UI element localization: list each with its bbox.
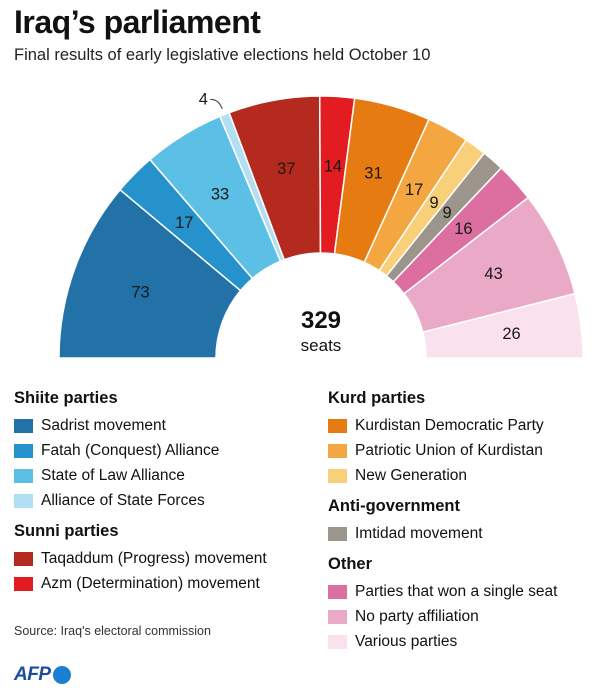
legend-group-shiite-parties: Shiite parties Sadrist movement Fatah (Con… — [14, 388, 304, 513]
leader-line-alliance-of-state-forces — [210, 99, 223, 110]
legend-item-azm-determination-movement: Azm (Determination) movement — [14, 571, 304, 596]
legend-right-column: Kurd parties Kurdistan Democratic Party Pa… — [328, 388, 600, 662]
legend-item-various-parties: Various parties — [328, 629, 600, 654]
legend-left-column: Shiite parties Sadrist movement Fatah (Con… — [14, 388, 304, 604]
source-note: Source: Iraq's electoral commission — [14, 624, 211, 638]
logo-text: AFP — [14, 664, 51, 685]
legend-label: Taqaddum (Progress) movement — [41, 549, 267, 567]
chart-title: Iraq’s parliament — [14, 4, 261, 40]
legend-item-parties-that-won-a-single-seat: Parties that won a single seat — [328, 579, 600, 604]
legend-label: Azm (Determination) movement — [41, 574, 260, 592]
legend-label: Parties that won a single seat — [355, 582, 558, 600]
legend-swatch — [328, 443, 347, 458]
value-label-patriotic-union-of-kurdistan: 17 — [405, 181, 423, 199]
legend-group-title: Anti-government — [328, 497, 460, 515]
legend-group-anti-government: Anti-government Imtidad movement — [328, 496, 600, 546]
legend-item-patriotic-union-of-kurdistan: Patriotic Union of Kurdistan — [328, 438, 600, 463]
legend-group-title: Other — [328, 555, 373, 573]
legend-group-sunni-parties: Sunni parties Taqaddum (Progress) movemen… — [14, 521, 304, 596]
legend-group-title: Sunni parties — [14, 522, 119, 540]
value-label-azm-determination-movement: 14 — [324, 157, 342, 175]
legend-swatch — [328, 468, 347, 483]
legend-label: State of Law Alliance — [41, 466, 185, 484]
value-label-state-of-law-alliance: 33 — [211, 186, 229, 204]
legend-label: Fatah (Conquest) Alliance — [41, 441, 220, 459]
legend-item-alliance-of-state-forces: Alliance of State Forces — [14, 488, 304, 513]
legend-swatch — [328, 634, 347, 649]
legend-swatch — [14, 576, 33, 591]
value-label-various-parties: 26 — [502, 325, 520, 343]
value-label-sadrist-movement: 73 — [131, 283, 149, 301]
value-label-imtidad-movement: 9 — [442, 204, 451, 222]
value-label-parties-that-won-a-single-seat: 16 — [454, 220, 472, 238]
afp-logo: AFP — [14, 664, 71, 686]
legend-group-title: Kurd parties — [328, 389, 426, 407]
legend-label: Kurdistan Democratic Party — [355, 416, 544, 434]
legend-label: Sadrist movement — [41, 416, 166, 434]
chart-subtitle: Final results of early legislative elect… — [14, 46, 431, 64]
legend-label: Various parties — [355, 632, 458, 650]
legend-swatch — [14, 551, 33, 566]
logo-dot-icon — [52, 666, 71, 684]
legend-item-fatah-conquest-alliance: Fatah (Conquest) Alliance — [14, 438, 304, 463]
segment-sadrist-movement — [58, 188, 242, 359]
legend-label: Imtidad movement — [355, 524, 483, 542]
legend-item-imtidad-movement: Imtidad movement — [328, 521, 600, 546]
legend-item-sadrist-movement: Sadrist movement — [14, 413, 304, 438]
legend-label: No party affiliation — [355, 607, 479, 625]
legend-group-other: Other Parties that won a single seat No pa… — [328, 554, 600, 654]
legend-label: New Generation — [355, 466, 468, 484]
legend-group-kurd-parties: Kurd parties Kurdistan Democratic Party Pa… — [328, 388, 600, 488]
legend-swatch — [14, 493, 33, 508]
value-label-kurdistan-democratic-party: 31 — [364, 164, 382, 182]
segment-various-parties — [421, 292, 584, 359]
legend-item-new-generation: New Generation — [328, 463, 600, 488]
legend-swatch — [328, 526, 347, 541]
legend-swatch — [328, 418, 347, 433]
total-seats-number: 329 — [301, 307, 341, 334]
legend-label: Patriotic Union of Kurdistan — [355, 441, 543, 459]
value-label-alliance-of-state-forces: 4 — [199, 91, 208, 109]
legend-label: Alliance of State Forces — [41, 491, 205, 509]
value-label-new-generation: 9 — [430, 194, 439, 212]
legend-item-kurdistan-democratic-party: Kurdistan Democratic Party — [328, 413, 600, 438]
value-label-fatah-conquest-alliance: 17 — [175, 214, 193, 232]
legend-item-no-party-affiliation: No party affiliation — [328, 604, 600, 629]
value-label-no-party-affiliation: 43 — [484, 265, 502, 283]
total-seats-unit: seats — [301, 336, 342, 355]
legend-swatch — [328, 584, 347, 599]
legend-item-state-of-law-alliance: State of Law Alliance — [14, 463, 304, 488]
legend-item-taqaddum-progress-movement: Taqaddum (Progress) movement — [14, 546, 304, 571]
legend-group-title: Shiite parties — [14, 389, 118, 407]
legend-swatch — [14, 443, 33, 458]
legend-swatch — [14, 418, 33, 433]
legend-swatch — [14, 468, 33, 483]
value-label-taqaddum-progress-movement: 37 — [277, 160, 295, 178]
legend-swatch — [328, 609, 347, 624]
